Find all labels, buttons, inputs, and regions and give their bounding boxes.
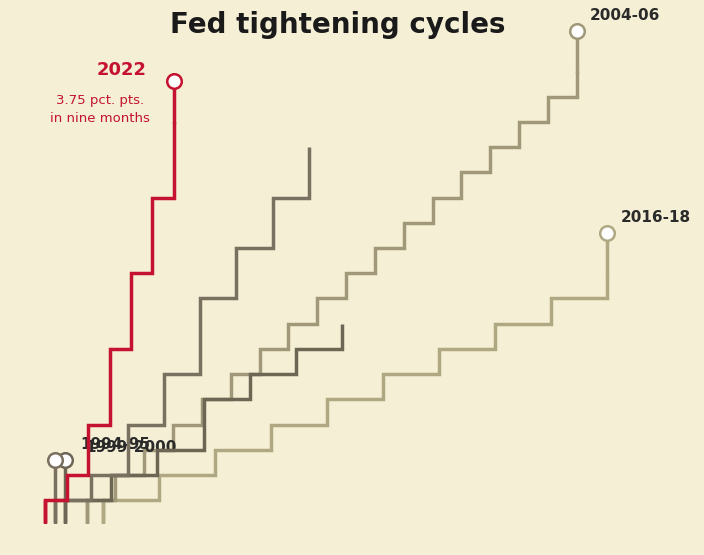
Text: 3.75 pct. pts.
in nine months: 3.75 pct. pts. in nine months <box>50 94 150 124</box>
Text: 2016-18: 2016-18 <box>620 210 691 225</box>
Point <box>49 456 61 465</box>
Text: 1994-95: 1994-95 <box>80 437 150 452</box>
Text: 2022: 2022 <box>96 62 146 79</box>
Text: Fed tightening cycles: Fed tightening cycles <box>170 11 505 39</box>
Text: 2004-06: 2004-06 <box>590 8 660 23</box>
Point <box>60 456 71 465</box>
Text: 1999-2000: 1999-2000 <box>85 440 176 455</box>
Point <box>602 229 613 238</box>
Point <box>571 27 582 36</box>
Point <box>168 77 180 86</box>
